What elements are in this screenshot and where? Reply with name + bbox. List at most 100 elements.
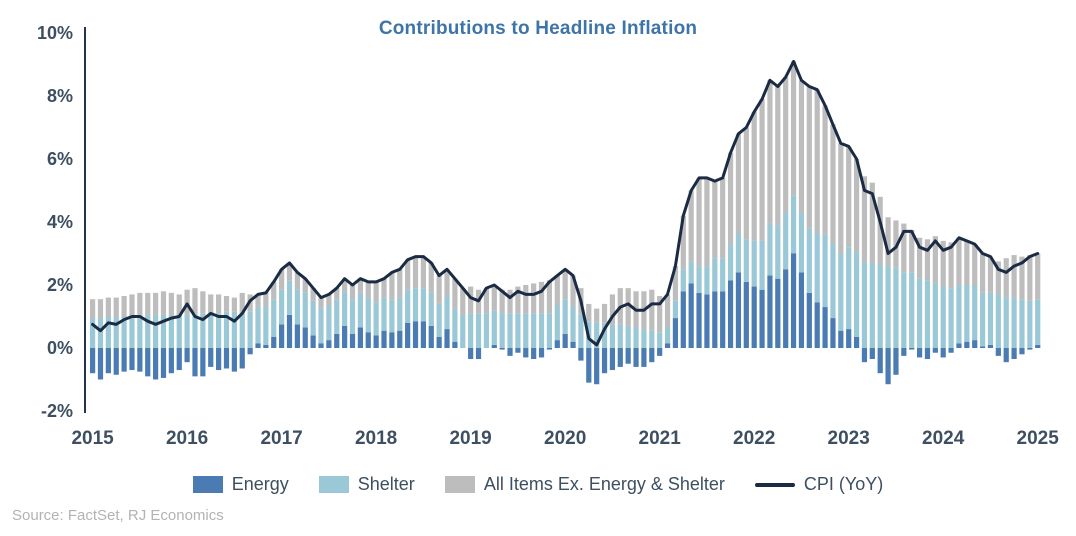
bar-segment xyxy=(554,340,560,349)
bar-segment xyxy=(979,292,986,347)
bar-segment xyxy=(940,240,946,287)
bar-segment xyxy=(460,314,466,348)
bar-segment xyxy=(1003,258,1009,298)
bar-segment xyxy=(460,288,466,315)
bar-segment xyxy=(176,314,182,348)
bar-segment xyxy=(617,348,623,367)
bar-segment xyxy=(727,152,734,245)
bar-segment xyxy=(326,305,332,341)
bar-segment xyxy=(381,330,387,348)
bar-segment xyxy=(885,217,891,267)
bar-segment xyxy=(310,335,316,348)
bar-segment xyxy=(688,261,694,284)
bar-segment xyxy=(90,348,96,374)
bar-segment xyxy=(546,313,553,348)
x-tick-label: 2025 xyxy=(1017,428,1060,449)
bar-segment xyxy=(444,296,450,330)
shelter-swatch xyxy=(318,476,349,493)
bar-segment xyxy=(137,314,143,348)
bar-segment xyxy=(515,313,521,348)
bar-segment xyxy=(420,288,426,322)
bar-segment xyxy=(830,318,836,348)
bar-segment xyxy=(192,288,198,314)
bar-segment xyxy=(979,346,986,348)
bar-segment xyxy=(790,195,797,254)
bar-segment xyxy=(515,286,521,314)
bar-segment xyxy=(1011,297,1017,348)
bar-segment xyxy=(972,244,978,285)
bar-segment xyxy=(184,314,190,348)
bar-segment xyxy=(617,324,623,349)
bar-segment xyxy=(664,294,671,328)
bar-segment xyxy=(286,262,293,281)
bar-segment xyxy=(688,190,694,262)
bar-segment xyxy=(814,89,820,234)
bar-segment xyxy=(436,336,442,348)
bar-segment xyxy=(1003,348,1009,363)
bar-segment xyxy=(263,344,269,348)
energy-swatch xyxy=(192,476,223,493)
legend-label-shelter: Shelter xyxy=(357,474,415,494)
bar-segment xyxy=(901,223,907,273)
bar-segment xyxy=(412,256,419,289)
bar-segment xyxy=(192,348,198,377)
bar-segment xyxy=(302,292,308,328)
bar-segment xyxy=(428,262,434,293)
bar-segment xyxy=(200,348,206,377)
bar-segment xyxy=(594,348,600,385)
bar-segment xyxy=(192,313,198,348)
x-tick-label: 2020 xyxy=(544,428,586,449)
bar-segment xyxy=(972,340,978,349)
chart-title: Contributions to Headline Inflation xyxy=(378,18,698,39)
bar-segment xyxy=(436,275,442,304)
bar-segment xyxy=(861,348,868,363)
bar-segment xyxy=(657,296,663,333)
bar-segment xyxy=(822,105,828,235)
y-tick-label: -2% xyxy=(41,401,73,421)
bar-segment xyxy=(767,223,773,276)
bar-segment xyxy=(987,344,994,348)
bar-segment xyxy=(452,308,458,342)
bar-segment xyxy=(806,292,812,349)
bar-segment xyxy=(696,266,702,293)
bar-segment xyxy=(538,281,545,314)
bar-segment xyxy=(798,212,805,273)
bar-segment xyxy=(846,247,852,330)
bar-segment xyxy=(767,275,773,348)
bar-segment xyxy=(775,86,781,226)
bar-segment xyxy=(247,311,253,348)
bar-segment xyxy=(972,285,978,341)
bar-segment xyxy=(255,307,261,344)
bar-segment xyxy=(279,269,285,290)
bar-segment xyxy=(932,236,938,284)
x-axis-labels: 2015 2016 2017 2018 2019 2020 2021 2022 2023 2024… xyxy=(71,428,1059,449)
bar-segment xyxy=(491,285,497,311)
bar-segment xyxy=(885,266,891,348)
bar-segment xyxy=(538,348,545,358)
y-tick-label: 2% xyxy=(47,275,73,295)
legend-item-cpi: CPI (YoY) xyxy=(754,474,883,495)
bar-segment xyxy=(405,289,411,323)
bar-segment xyxy=(145,348,151,377)
y-tick-label: 4% xyxy=(47,212,73,232)
bar-segment xyxy=(271,281,277,300)
bar-segment xyxy=(318,343,324,348)
bar-segment xyxy=(790,61,797,196)
bar-segment xyxy=(846,329,852,348)
bar-segment xyxy=(672,266,679,301)
bar-segment xyxy=(239,311,245,348)
x-tick-label: 2016 xyxy=(166,428,208,449)
x-tick-label: 2024 xyxy=(922,428,965,449)
bar-segment xyxy=(578,314,584,348)
bar-segment xyxy=(318,308,324,344)
bar-segment xyxy=(806,86,812,229)
bar-segment xyxy=(838,253,844,331)
bar-segment xyxy=(160,291,167,315)
bar-segment xyxy=(507,313,513,348)
bar-segment xyxy=(751,240,757,287)
bar-segment xyxy=(176,348,182,371)
bar-segment xyxy=(948,348,954,353)
bar-segment xyxy=(389,332,395,348)
bar-segment xyxy=(129,316,135,348)
